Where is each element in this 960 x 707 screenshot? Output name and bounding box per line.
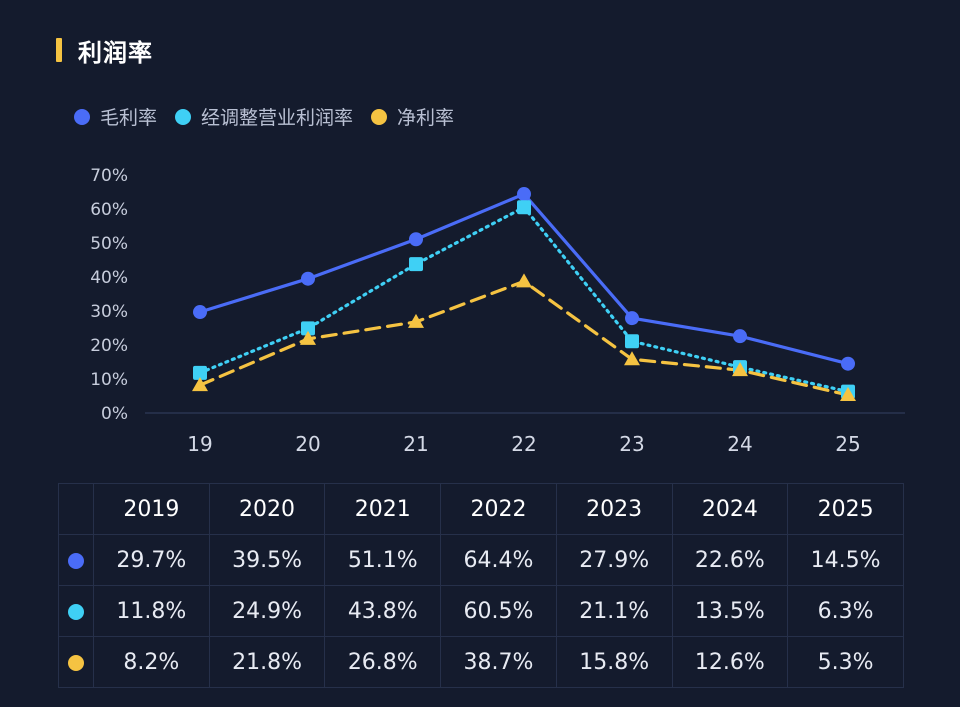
legend-label: 经调整营业利润率 [201, 107, 354, 129]
series-dot-icon [68, 603, 84, 620]
table-cell: 60.5% [440, 585, 557, 637]
x-tick-label: 20 [295, 432, 320, 456]
data-point [193, 365, 207, 380]
x-tick-label: 25 [835, 432, 860, 456]
table-row: 11.8% 24.9% 43.8% 60.5% 21.1% 13.5% 6.3% [58, 585, 904, 637]
table-cell: 8.2% [93, 636, 210, 688]
table-cell: 38.7% [440, 636, 557, 688]
x-tick-label: 21 [403, 432, 428, 456]
table-cell: 43.8% [324, 585, 442, 637]
data-table: 2019 2020 2021 2022 2023 2024 2025 29.7%… [58, 483, 904, 688]
table-cell: 51.1% [324, 534, 442, 586]
y-tick-label: 20% [90, 336, 128, 356]
data-point [409, 232, 423, 247]
table-cell: 11.8% [93, 585, 210, 637]
data-point [840, 386, 856, 401]
data-point [408, 313, 424, 328]
y-tick-label: 70% [90, 166, 128, 186]
year-header: 2019 [93, 483, 210, 535]
data-point [733, 329, 747, 344]
table-cell: 64.4% [440, 534, 557, 586]
data-point [517, 200, 531, 215]
table-header-row: 2019 2020 2021 2022 2023 2024 2025 [58, 483, 904, 535]
table-cell: 27.9% [555, 534, 673, 586]
legend-dot-icon [175, 108, 192, 125]
legend-dot-icon [74, 108, 90, 125]
legend-label: 毛利率 [100, 107, 158, 129]
page-title: 利润率 [78, 38, 153, 67]
data-point [625, 334, 639, 349]
data-point [409, 257, 423, 272]
section-title: 利润率 [56, 34, 153, 67]
y-tick-label: 30% [90, 302, 128, 322]
legend-label: 净利率 [397, 107, 455, 129]
data-point [625, 311, 639, 326]
header-corner-cell [58, 483, 94, 535]
table-cell: 6.3% [787, 585, 904, 637]
table-cell: 29.7% [93, 534, 210, 586]
table-cell: 21.8% [208, 636, 326, 688]
title-accent-bar [56, 38, 62, 62]
data-point [300, 330, 316, 345]
y-tick-label: 10% [90, 370, 128, 390]
legend-dot-icon [371, 108, 388, 125]
table-cell: 26.8% [324, 636, 442, 688]
row-marker-cell [58, 636, 94, 688]
legend-item-net: 净利率 [371, 103, 454, 130]
data-point [841, 356, 855, 371]
year-header: 2025 [787, 483, 904, 535]
data-point [301, 321, 315, 336]
x-tick-label: 19 [187, 432, 212, 456]
table-cell: 5.3% [787, 636, 904, 688]
legend-item-adjusted: 经调整营业利润率 [175, 103, 353, 130]
table-row: 29.7% 39.5% 51.1% 64.4% 27.9% 22.6% 14.5… [58, 534, 904, 586]
year-header: 2024 [671, 483, 789, 535]
year-header: 2021 [324, 483, 442, 535]
series-dot-icon [68, 654, 84, 671]
table-cell: 12.6% [671, 636, 789, 688]
y-tick-label: 40% [90, 268, 128, 288]
data-point [732, 362, 748, 377]
table-cell: 13.5% [671, 585, 789, 637]
data-point [193, 305, 207, 320]
line-chart: 0% 10% 20% 30% 40% 50% 60% 70% 19 20 21 22 23 24 25 [90, 166, 905, 456]
table-row: 8.2% 21.8% 26.8% 38.7% 15.8% 12.6% 5.3% [58, 636, 904, 688]
year-header: 2022 [440, 483, 557, 535]
year-header: 2020 [208, 483, 326, 535]
table-cell: 14.5% [787, 534, 904, 586]
data-point [517, 187, 531, 202]
data-point [624, 351, 640, 366]
data-point [192, 377, 208, 392]
row-marker-cell [58, 585, 94, 637]
data-point [301, 271, 315, 286]
y-tick-label: 50% [90, 234, 128, 254]
chart-legend: 毛利率 经调整营业利润率 净利率 [74, 103, 472, 130]
x-tick-label: 22 [511, 432, 536, 456]
row-marker-cell [58, 534, 94, 586]
legend-item-gross: 毛利率 [74, 103, 157, 130]
series-line [198, 205, 850, 394]
y-tick-label: 60% [90, 200, 128, 220]
data-point [516, 273, 532, 288]
series-dot-icon [68, 552, 84, 569]
year-header: 2023 [555, 483, 673, 535]
table-cell: 39.5% [208, 534, 326, 586]
table-cell: 22.6% [671, 534, 789, 586]
y-tick-label: 0% [101, 404, 128, 424]
x-tick-label: 24 [727, 432, 752, 456]
x-tick-label: 23 [619, 432, 644, 456]
table-cell: 24.9% [208, 585, 326, 637]
table-cell: 21.1% [555, 585, 673, 637]
table-cell: 15.8% [555, 636, 673, 688]
